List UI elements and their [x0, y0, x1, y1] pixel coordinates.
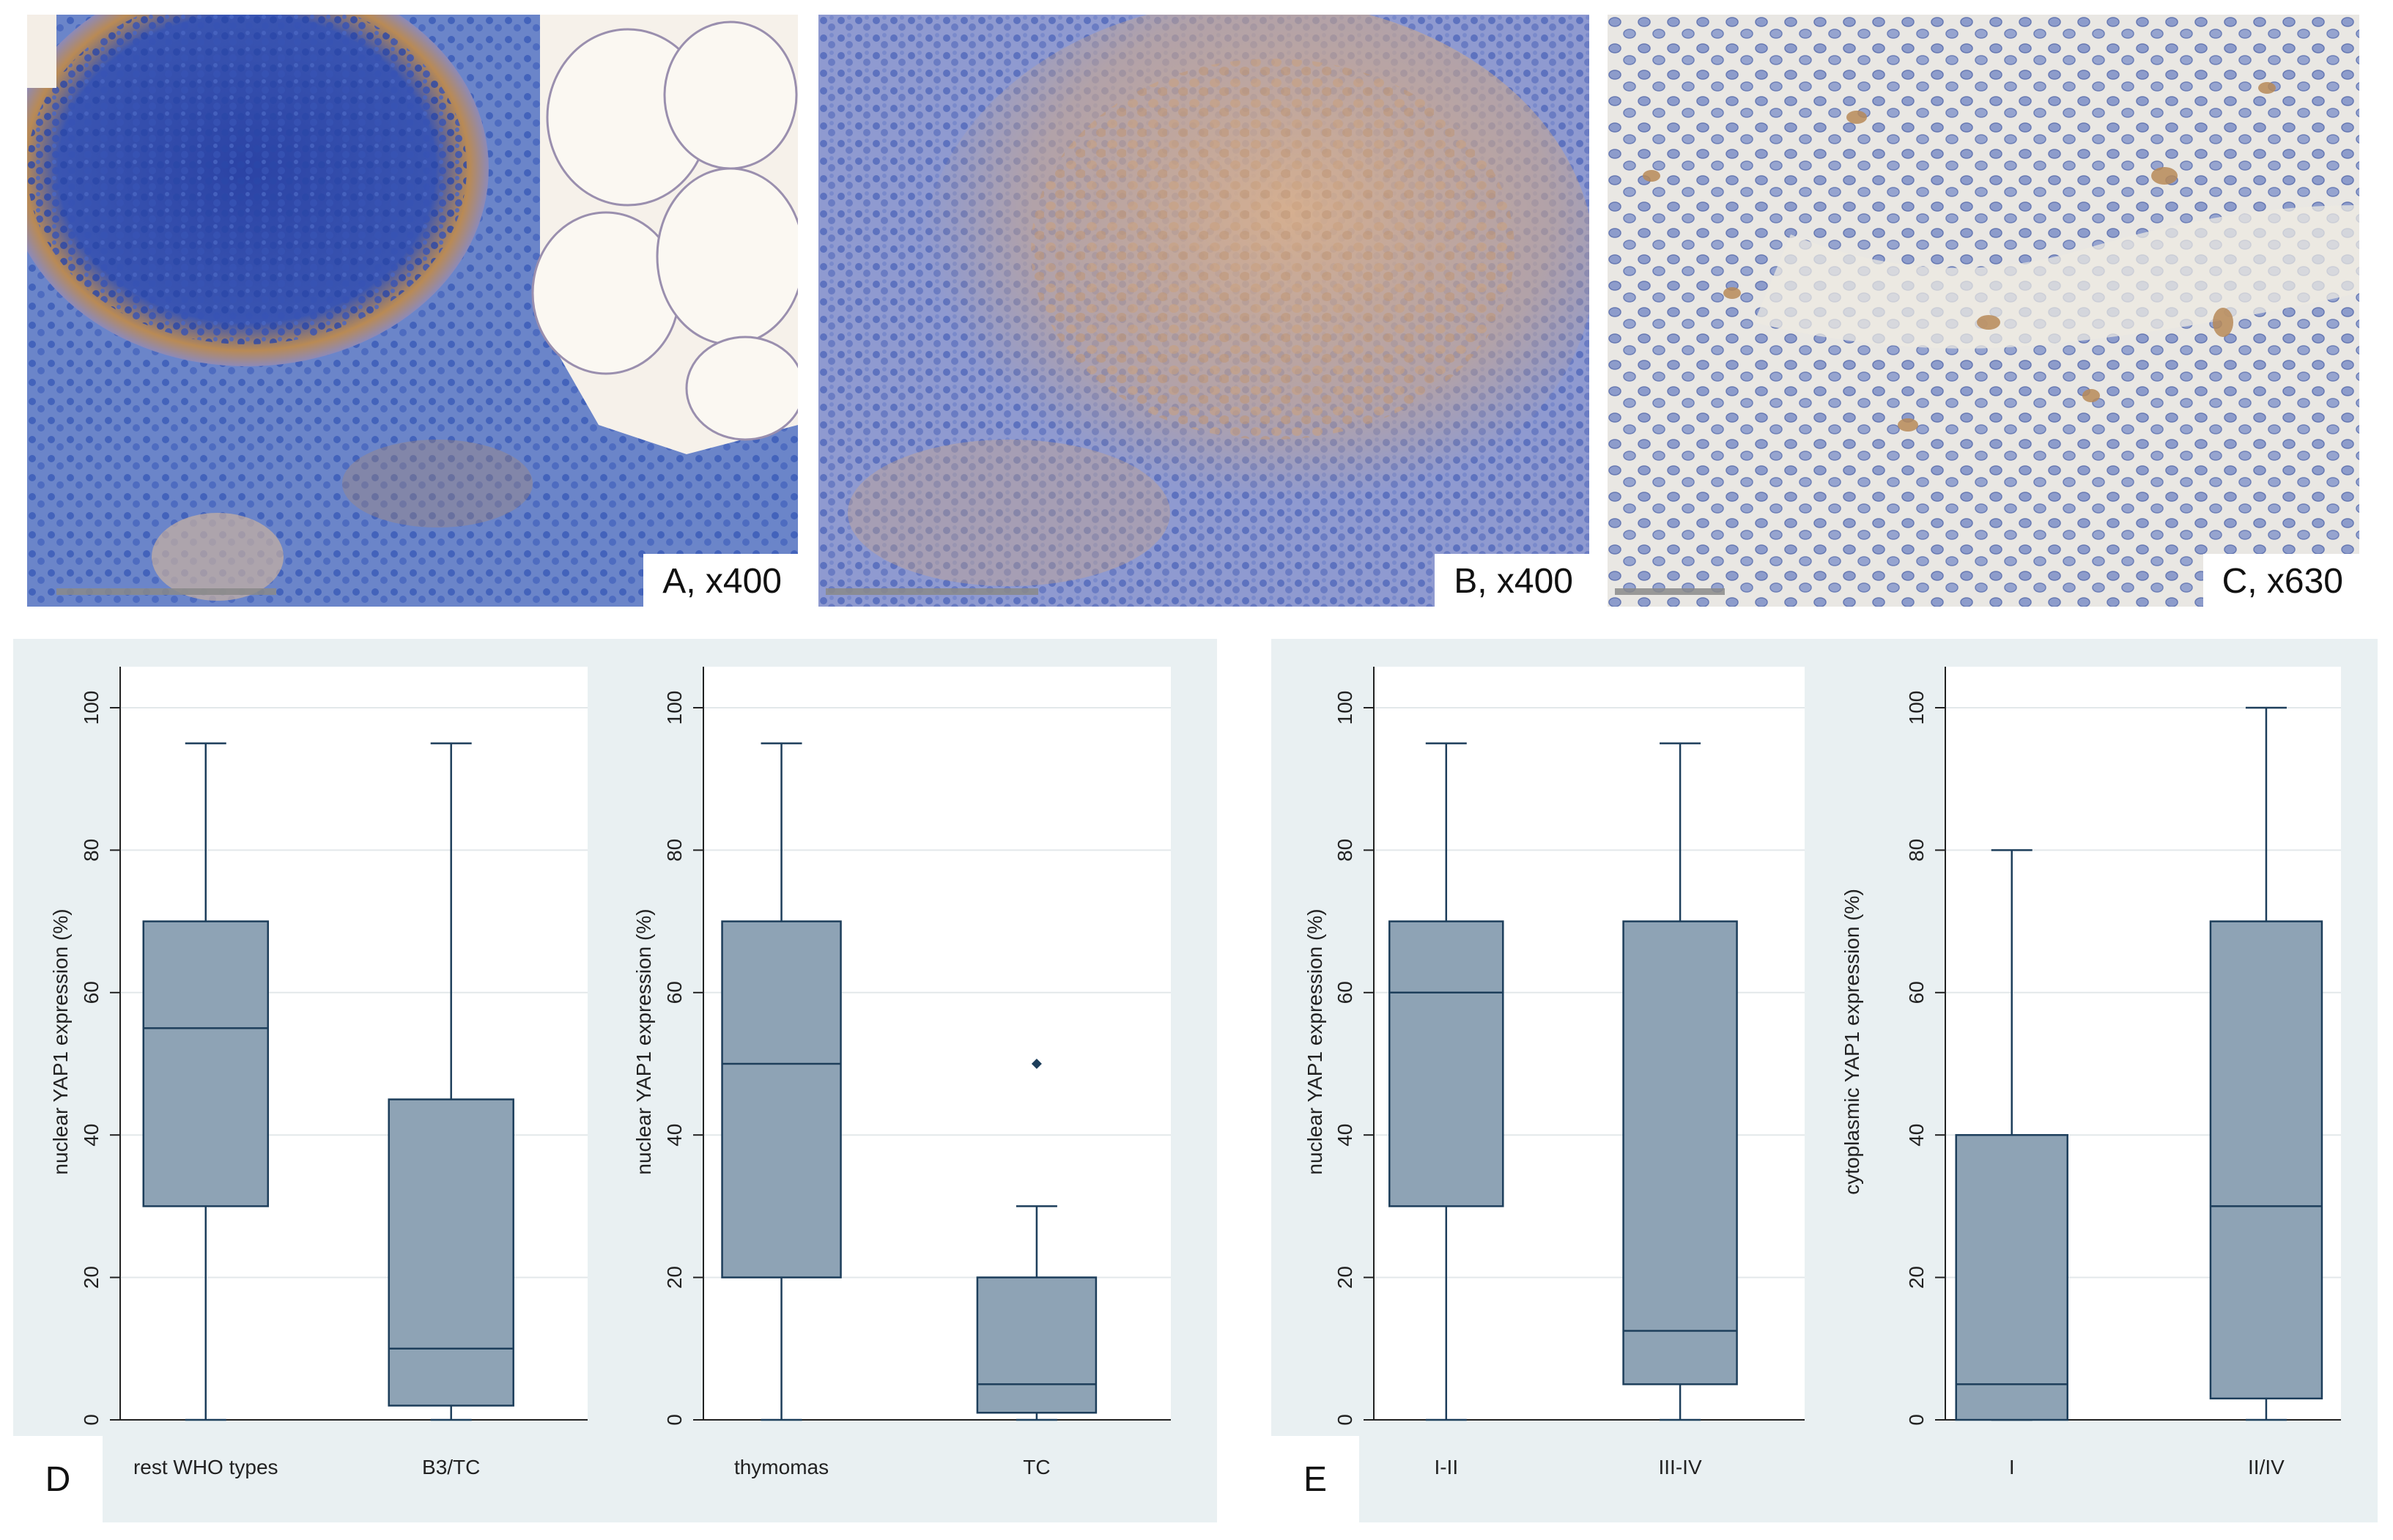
y-tick-label: 60 [1905, 981, 1928, 1004]
scale-bar [826, 588, 1038, 595]
box-1 [142, 742, 270, 1421]
panel-d-letter: D [13, 1436, 103, 1522]
y-tick-label: 60 [1334, 981, 1356, 1004]
y-tick-label: 20 [663, 1266, 686, 1289]
box-2 [976, 1059, 1098, 1421]
y-tick-label: 80 [1905, 839, 1928, 862]
y-tick-label: 0 [1905, 1414, 1928, 1426]
y-tick-label: 0 [663, 1414, 686, 1426]
scale-bar [1615, 588, 1725, 595]
outlier-point [1031, 1059, 1042, 1069]
x-category-label: III-IV [1659, 1456, 1702, 1478]
y-tick-label: 40 [1905, 1124, 1928, 1147]
box-2 [1622, 742, 1738, 1421]
y-tick-label: 20 [80, 1266, 103, 1289]
y-axis-label: cytoplasmic YAP1 expression (%) [1841, 889, 1863, 1195]
y-tick-label: 0 [80, 1414, 103, 1426]
y-tick-label: 40 [1334, 1124, 1356, 1147]
x-category-label: thymomas [734, 1456, 829, 1478]
micrograph-a: A, x400 [27, 15, 798, 607]
y-axis-label: nuclear YAP1 expression (%) [1303, 908, 1326, 1174]
y-tick-label: 0 [1334, 1414, 1356, 1426]
micrograph-b-image [818, 15, 1589, 607]
x-category-label: I-II [1434, 1456, 1458, 1478]
box-1 [1955, 849, 2068, 1421]
scale-bar [56, 588, 276, 595]
y-axis-label: nuclear YAP1 expression (%) [632, 908, 655, 1174]
x-category-label: I [2009, 1456, 2015, 1478]
y-tick-label: 100 [663, 691, 686, 725]
y-tick-label: 80 [80, 839, 103, 862]
box-iqr [2209, 920, 2323, 1400]
y-tick-label: 60 [663, 981, 686, 1004]
x-category-label: II/IV [2248, 1456, 2285, 1478]
y-tick-label: 20 [1334, 1266, 1356, 1289]
y-tick-label: 60 [80, 981, 103, 1004]
micrograph-c: C, x630 [1608, 15, 2359, 607]
box-1 [1388, 742, 1504, 1421]
micrograph-b: B, x400 [818, 15, 1589, 607]
micrograph-b-label: B, x400 [1435, 554, 1589, 607]
box-iqr [388, 1098, 514, 1407]
box-iqr [721, 920, 842, 1278]
box-2 [2209, 706, 2323, 1421]
y-tick-label: 40 [80, 1124, 103, 1147]
box-2 [388, 742, 514, 1421]
micrograph-c-image [1608, 15, 2359, 607]
box-iqr [142, 920, 270, 1207]
y-tick-label: 20 [1905, 1266, 1928, 1289]
box-iqr [1955, 1133, 2068, 1421]
box-iqr [976, 1276, 1098, 1414]
x-category-label: B3/TC [422, 1456, 480, 1478]
x-category-label: rest WHO types [133, 1456, 278, 1478]
panel-e-letter: E [1271, 1436, 1359, 1522]
y-tick-label: 40 [663, 1124, 686, 1147]
box-1 [721, 742, 842, 1421]
y-tick-label: 100 [80, 691, 103, 725]
y-axis-label: nuclear YAP1 expression (%) [49, 908, 72, 1174]
y-tick-label: 100 [1334, 691, 1356, 725]
y-tick-label: 80 [1334, 839, 1356, 862]
y-tick-label: 100 [1905, 691, 1928, 725]
micrograph-c-label: C, x630 [2202, 554, 2359, 607]
micrograph-a-label: A, x400 [643, 554, 798, 607]
y-tick-label: 80 [663, 839, 686, 862]
x-category-label: TC [1023, 1456, 1050, 1478]
micrograph-a-image [27, 15, 798, 607]
box-iqr [1388, 920, 1504, 1207]
box-iqr [1622, 920, 1738, 1385]
